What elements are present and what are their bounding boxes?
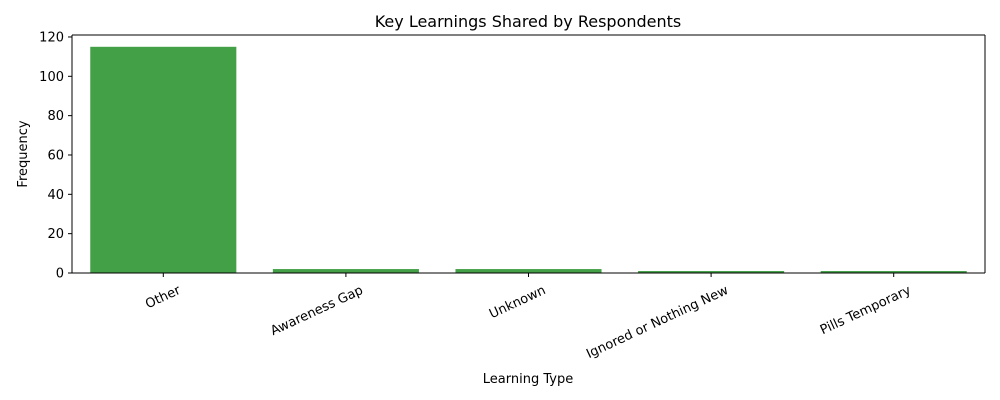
bar-ignored-or-nothing-new [638,271,785,273]
y-axis-label: Frequency [16,120,31,187]
bar-unknown [455,269,602,273]
y-tick-label: 40 [47,188,64,203]
y-tick-label: 0 [56,267,64,282]
y-tick-label: 20 [47,227,64,242]
y-tick-label: 100 [39,70,64,85]
bar-pills-temporary [820,271,967,273]
y-tick-label: 60 [47,148,64,163]
y-tick-label: 120 [39,30,64,45]
x-axis-ticks: Other Awareness Gap Unknown Ignored or Noth… [143,273,914,362]
bar-awareness-gap [272,269,419,273]
x-tick-label: Unknown [487,283,548,322]
x-tick-label: Pills Temporary [818,283,914,338]
plot-area [90,46,967,273]
y-tick-label: 80 [47,109,64,124]
x-axis-label: Learning Type [483,372,573,387]
x-tick-label: Other [143,283,183,312]
x-tick-label: Ignored or Nothing New [584,283,731,362]
bar-other [90,46,237,273]
x-tick-label: Awareness Gap [268,283,365,339]
y-axis-ticks: 0 20 40 60 80 100 120 [39,30,72,282]
chart-title: Key Learnings Shared by Respondents [375,12,682,31]
